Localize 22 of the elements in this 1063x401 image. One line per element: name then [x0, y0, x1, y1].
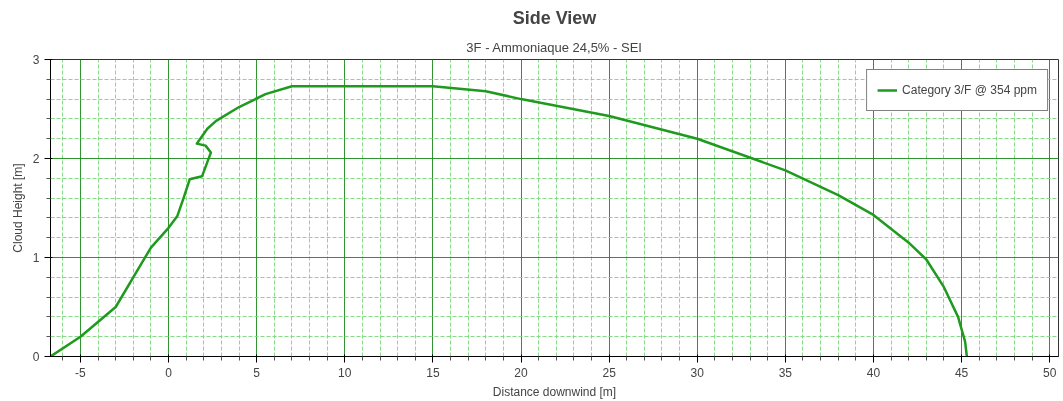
x-tick-label: 20 — [514, 365, 529, 380]
x-tick-label: 30 — [690, 365, 705, 380]
x-tick-label: 10 — [338, 365, 352, 380]
x-tick-label: 25 — [602, 365, 617, 380]
y-tick-label: 3 — [32, 53, 40, 67]
chart-subtitle: 3F - Ammoniaque 24,5% - SEI — [466, 39, 642, 55]
x-tick-label: 0 — [165, 365, 173, 380]
line-series — [50, 84, 969, 357]
legend-label: Category 3/F @ 354 ppm — [902, 83, 1037, 97]
x-tick-label: 35 — [778, 365, 793, 380]
x-axis-title: Distance downwind [m] — [492, 384, 617, 399]
x-tick-label: 15 — [426, 365, 440, 380]
x-tick-label: 45 — [954, 365, 969, 380]
y-tick-label: 1 — [32, 251, 40, 265]
x-tick-label: 5 — [253, 365, 261, 380]
x-tick-label: -5 — [75, 365, 87, 380]
y-tick-label: 0 — [32, 350, 40, 364]
y-tick-label: 2 — [32, 152, 40, 166]
y-axis-title: Cloud Height [m] — [10, 163, 25, 253]
x-tick-label: 50 — [1043, 365, 1057, 380]
x-tick-label: 40 — [866, 365, 881, 380]
chart-title: Side View — [512, 7, 598, 28]
